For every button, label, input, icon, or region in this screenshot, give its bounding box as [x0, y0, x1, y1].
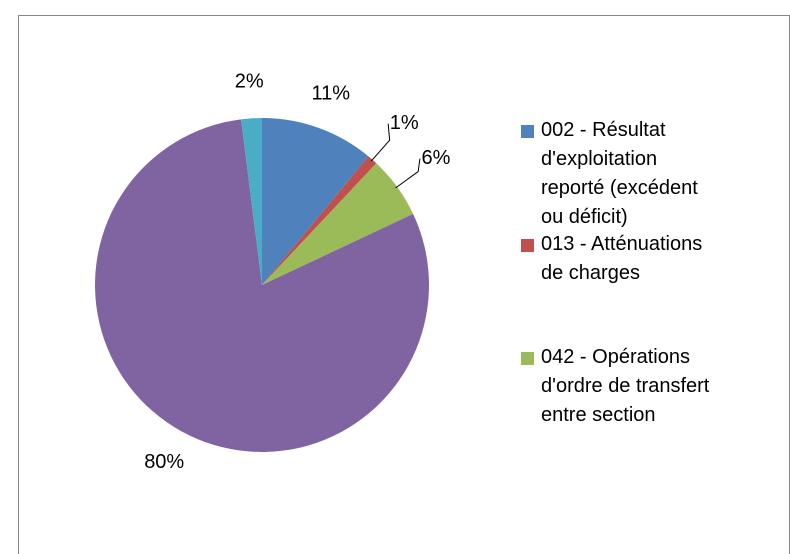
- legend-swatch: [521, 352, 534, 365]
- legend-swatch: [521, 125, 534, 138]
- leader-line: [370, 123, 391, 162]
- pie-slice: [94, 119, 429, 453]
- data-label: 2%: [235, 71, 264, 93]
- data-label: 80%: [144, 451, 184, 473]
- legend-swatch: [521, 239, 534, 252]
- pie-slice: [262, 118, 369, 285]
- data-label: 1%: [390, 112, 419, 134]
- data-label: 11%: [311, 82, 350, 104]
- data-label: 6%: [421, 147, 450, 169]
- legend-label: 002 - Résultat d'exploitation reporté (exc…: [541, 119, 698, 228]
- legend-label: 013 - Atténuations de charges: [541, 233, 702, 284]
- pie-slice: [262, 163, 414, 285]
- pie-slice: [262, 156, 377, 285]
- leader-line: [395, 158, 421, 189]
- pie-slice: [241, 118, 262, 285]
- legend-label: 042 - Opérations d'ordre de transfert entr…: [541, 346, 710, 426]
